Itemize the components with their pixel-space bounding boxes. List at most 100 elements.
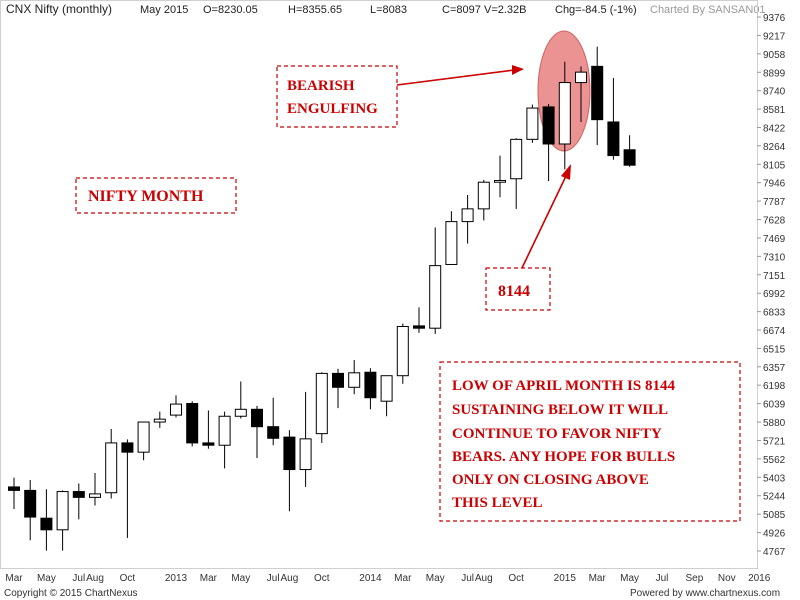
candle-body — [510, 138, 523, 180]
candle-body — [170, 403, 182, 416]
candle-body — [283, 436, 296, 471]
y-tick-label: 8899 — [763, 68, 786, 79]
y-tick-label: 6198 — [763, 381, 786, 392]
x-tick-label: Jul — [461, 573, 474, 584]
x-tick-label: Mar — [5, 573, 23, 584]
bearish-label-line1: BEARISH — [287, 78, 355, 94]
x-tick-label: 2015 — [554, 573, 577, 584]
candle-body — [299, 438, 312, 471]
note-line-5: ONLY ON CLOSING ABOVE — [452, 472, 649, 488]
candle-body — [623, 149, 636, 166]
candle-body — [234, 408, 247, 417]
x-tick-label: Jul — [72, 573, 85, 584]
y-tick-label: 7946 — [763, 179, 786, 190]
y-tick-label: 8105 — [763, 160, 786, 171]
candle-body — [72, 491, 85, 498]
y-tick-label: 8740 — [763, 87, 786, 98]
candle-body — [526, 107, 539, 140]
candle-body — [137, 421, 150, 453]
candle-body — [202, 442, 215, 446]
candle-body — [558, 82, 571, 145]
note-line-6: THIS LEVEL — [452, 495, 542, 511]
y-tick-label: 4926 — [763, 529, 786, 540]
x-tick-label: May — [231, 573, 250, 584]
y-tick-label: 6515 — [763, 344, 786, 355]
y-tick-label: 9376 — [763, 13, 786, 24]
y-tick-label: 6833 — [763, 308, 786, 319]
note-box — [439, 361, 741, 522]
candle-body — [477, 181, 490, 210]
y-tick-label: 8422 — [763, 124, 786, 135]
candle-body — [218, 415, 231, 446]
bearish-engulfing-box — [276, 65, 398, 128]
x-tick-label: Jul — [656, 573, 669, 584]
x-tick-label: 2013 — [165, 573, 188, 584]
x-tick-label: Jul — [267, 573, 280, 584]
footer-powered-by[interactable]: Powered by www.chartnexus.com — [630, 588, 780, 599]
candle-body — [267, 426, 280, 439]
y-tick-label: 8264 — [763, 142, 786, 153]
candle-body — [315, 372, 328, 435]
level-arrow-head — [561, 164, 571, 180]
level-box — [485, 267, 551, 311]
candle-body — [575, 71, 587, 84]
note-line-2: SUSTAINING BELOW IT WILL — [452, 402, 668, 418]
x-tick-label: Oct — [508, 573, 524, 584]
header-period: May 2015 — [140, 4, 188, 16]
x-tick-label: Nov — [718, 573, 736, 584]
level-arrow-line — [521, 175, 567, 269]
y-tick-label: 5085 — [763, 510, 786, 521]
y-tick-label: 5244 — [763, 492, 786, 503]
x-tick-label: Aug — [281, 573, 299, 584]
x-tick-label: May — [37, 573, 56, 584]
candle-body — [607, 121, 620, 157]
footer-copyright: Copyright © 2015 ChartNexus — [4, 588, 138, 599]
y-tick-label: 8581 — [763, 105, 786, 116]
y-tick-label: 7628 — [763, 216, 786, 227]
x-tick-label: May — [426, 573, 445, 584]
note-line-1: LOW OF APRIL MONTH IS 8144 — [452, 378, 675, 394]
y-tick-label: 6992 — [763, 289, 786, 300]
header-charted-by: Charted By SANSAN01 — [650, 4, 766, 16]
header-change: Chg=-84.5 (-1%) — [555, 4, 637, 16]
nifty-month-box — [75, 177, 237, 214]
candle-body — [413, 325, 425, 329]
x-tick-label: Aug — [475, 573, 493, 584]
bearish-arrow-line — [396, 69, 515, 86]
y-tick-label: 6039 — [763, 400, 786, 411]
candle-body — [332, 372, 344, 388]
x-tick-label: Mar — [394, 573, 412, 584]
header-close: C=8097 — [442, 4, 481, 16]
plot-frame — [0, 0, 758, 569]
y-tick-label: 7469 — [763, 234, 786, 245]
candle-body — [89, 493, 101, 498]
candle-body — [8, 486, 20, 491]
candle-body — [56, 491, 69, 531]
x-tick-label: Sep — [686, 573, 704, 584]
header-volume: V=2.32B — [484, 4, 527, 16]
y-tick-label: 7787 — [763, 197, 786, 208]
candle-body — [380, 375, 393, 402]
y-tick-label: 9058 — [763, 50, 786, 61]
x-tick-label: Oct — [120, 573, 136, 584]
footer-powered-by-link[interactable]: Powered by www.chartnexus.com — [630, 588, 780, 599]
y-tick-label: 5403 — [763, 473, 786, 484]
y-tick-label: 5562 — [763, 455, 786, 466]
y-tick-label: 5721 — [763, 436, 786, 447]
y-tick-label: 6357 — [763, 363, 786, 374]
y-axis: 9376 9217 9058 8899 8740 8581 8422 8264 8105 7946… — [757, 13, 786, 558]
x-axis: Mar May Jul Aug Oct 2013 Mar May Jul Aug Oct 2014 Ma… — [5, 573, 770, 584]
bearish-label-line2: ENGULFING — [287, 101, 378, 117]
y-tick-label: 7310 — [763, 252, 786, 263]
candle-body — [396, 325, 409, 377]
nifty-month-label: NIFTY MONTH — [88, 188, 204, 205]
candle-body — [24, 489, 37, 518]
candle-body — [364, 371, 377, 399]
note-line-4: BEARS. ANY HOPE FOR BULLS — [452, 449, 675, 465]
x-tick-label: Aug — [86, 573, 104, 584]
candle-body — [251, 408, 263, 428]
x-tick-label: Oct — [314, 573, 330, 584]
bearish-arrow-head — [512, 65, 524, 75]
x-tick-label: May — [620, 573, 639, 584]
y-tick-label: 7151 — [763, 271, 786, 282]
